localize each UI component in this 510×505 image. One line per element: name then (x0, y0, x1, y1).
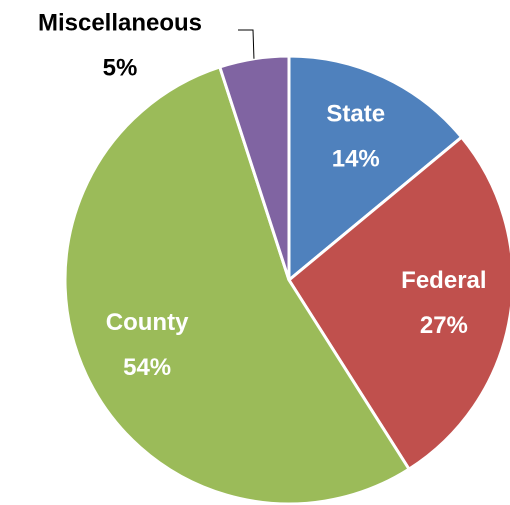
pie-slice (287, 135, 510, 472)
slice-value-label: 54% (123, 354, 171, 381)
slice-value-label: 14% (332, 145, 380, 172)
slice-label: County (106, 309, 189, 336)
slice-value-label: 27% (420, 312, 468, 339)
pie-slice (63, 65, 412, 505)
slice-label: Miscellaneous (38, 9, 202, 36)
slice-label: Federal (401, 267, 486, 294)
pie-slice (287, 54, 464, 284)
leader-line (238, 29, 255, 59)
slice-value-label: 5% (103, 54, 138, 81)
slice-label: State (326, 100, 385, 127)
